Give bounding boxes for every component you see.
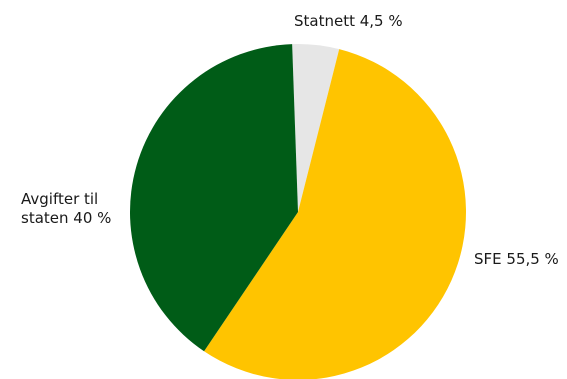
label-sfe: SFE 55,5 % <box>474 250 559 269</box>
label-statnett-line-1: Statnett 4,5 % <box>294 12 403 30</box>
slice-statnett <box>292 43 340 212</box>
pie-slices <box>129 43 466 379</box>
label-avgifter-line-2: staten 40 % <box>21 209 112 227</box>
label-statnett: Statnett 4,5 % <box>294 12 403 31</box>
label-sfe-line-1: SFE 55,5 % <box>474 250 559 268</box>
slice-sfe <box>204 49 466 379</box>
label-avgifter-line-1: Avgifter til <box>21 190 99 208</box>
label-avgifter: Avgifter til staten 40 % <box>21 190 111 228</box>
slice-avgifter <box>129 44 298 352</box>
